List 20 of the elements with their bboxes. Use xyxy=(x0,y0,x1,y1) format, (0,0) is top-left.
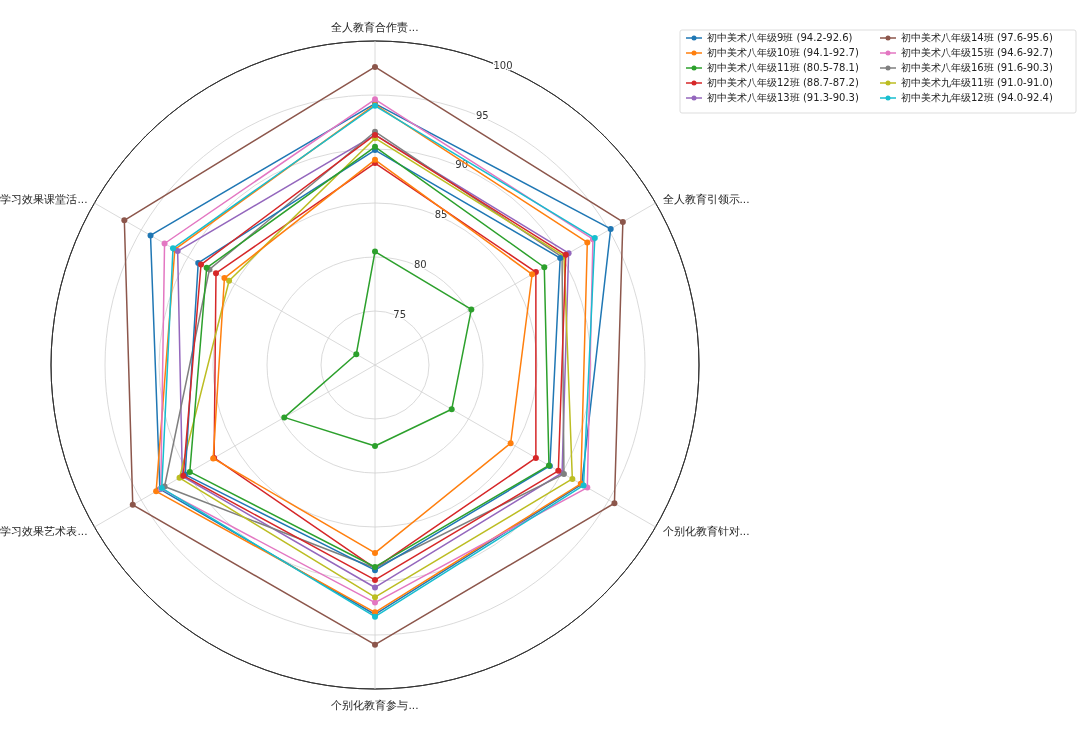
legend-label: 初中美术八年级12班 (88.7-87.2) xyxy=(707,77,859,88)
legend-label: 初中美术九年级11班 (91.0-91.0) xyxy=(901,77,1053,88)
legend-label: 初中美术八年级11班 (80.5-78.1) xyxy=(707,62,859,73)
legend-label: 初中美术九年级12班 (94.0-92.4) xyxy=(901,92,1053,103)
legend-label: 初中美术八年级10班 (94.1-92.7) xyxy=(707,47,859,58)
legend-label: 初中美术八年级14班 (97.6-95.6) xyxy=(901,32,1053,43)
y-tick-label: 95 xyxy=(475,109,489,121)
legend-label: 初中美术八年级16班 (91.6-90.3) xyxy=(901,62,1053,73)
y-tick-label: 75 xyxy=(393,309,407,321)
spoke-label: 全人教育引领示... xyxy=(662,193,750,205)
spoke-label: 个别化教育参与... xyxy=(331,699,419,711)
legend-label: 初中美术八年级13班 (91.3-90.3) xyxy=(707,92,859,103)
spoke-label: 学习效果艺术表... xyxy=(0,525,88,537)
y-tick-label: 90 xyxy=(455,159,469,171)
legend-label: 初中美术八年级9班 (94.2-92.6) xyxy=(707,32,853,43)
spoke-label: 学习效果课堂活... xyxy=(0,193,88,205)
legend-label: 初中美术八年级15班 (94.6-92.7) xyxy=(901,47,1053,58)
spoke-label: 个别化教育针对... xyxy=(662,525,750,537)
y-tick-label: 80 xyxy=(413,259,427,271)
spoke-label: 全人教育合作责... xyxy=(331,21,419,33)
